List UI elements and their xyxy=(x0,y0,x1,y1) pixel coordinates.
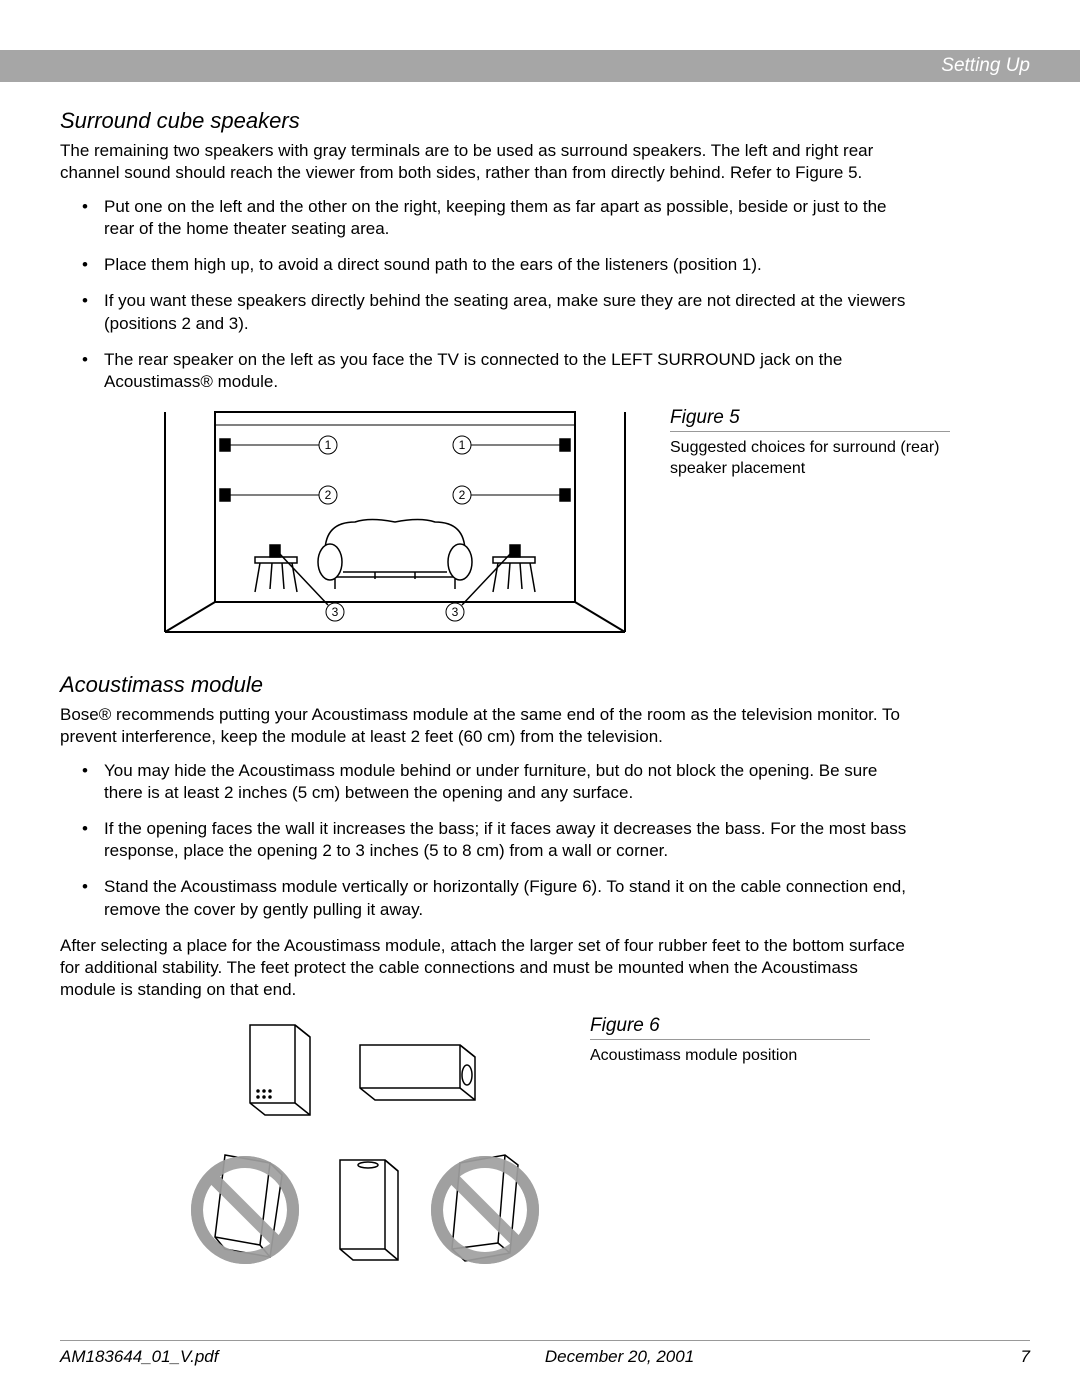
figure5-row: 1 1 2 2 3 3 xyxy=(60,407,1020,642)
section2-intro: Bose® recommends putting your Acoustimas… xyxy=(60,704,910,748)
bullet-item: If you want these speakers directly behi… xyxy=(82,290,912,334)
pos-label: 2 xyxy=(459,488,466,502)
pos-label: 3 xyxy=(332,605,339,619)
figure6-diagram xyxy=(190,1015,550,1280)
figure6-row: Figure 6 Acoustimass module position xyxy=(60,1015,1020,1280)
section2-title: Acoustimass module xyxy=(60,672,1020,698)
footer-file: AM183644_01_V.pdf xyxy=(60,1347,218,1367)
section1-bullets: Put one on the left and the other on the… xyxy=(82,196,912,393)
bullet-item: Stand the Acoustimass module vertically … xyxy=(82,876,912,920)
section2-outro: After selecting a place for the Acoustim… xyxy=(60,935,910,1001)
figure6-label: Figure 6 xyxy=(590,1015,870,1040)
footer-page: 7 xyxy=(1021,1347,1030,1367)
bullet-item: Put one on the left and the other on the… xyxy=(82,196,912,240)
pos-label: 2 xyxy=(325,488,332,502)
section1-title: Surround cube speakers xyxy=(60,108,1020,134)
footer-date: December 20, 2001 xyxy=(545,1347,694,1367)
bullet-item: Place them high up, to avoid a direct so… xyxy=(82,254,912,276)
figure6-desc: Acoustimass module position xyxy=(590,1046,870,1067)
header-bar: Setting Up xyxy=(0,50,1080,82)
pos-label: 1 xyxy=(459,438,466,452)
pos-label: 1 xyxy=(325,438,332,452)
pos-label: 3 xyxy=(452,605,459,619)
page-footer: AM183644_01_V.pdf December 20, 2001 7 xyxy=(60,1340,1030,1367)
figure5-caption: Figure 5 Suggested choices for surround … xyxy=(670,407,950,480)
figure5-desc: Suggested choices for surround (rear) sp… xyxy=(670,438,950,480)
figure6-caption: Figure 6 Acoustimass module position xyxy=(590,1015,870,1067)
page-content: Surround cube speakers The remaining two… xyxy=(60,108,1020,1280)
bullet-item: You may hide the Acoustimass module behi… xyxy=(82,760,912,804)
section2-bullets: You may hide the Acoustimass module behi… xyxy=(82,760,912,921)
figure5-label: Figure 5 xyxy=(670,407,950,432)
figure5-diagram: 1 1 2 2 3 3 xyxy=(160,407,630,642)
header-section-label: Setting Up xyxy=(941,55,1030,77)
section1-intro: The remaining two speakers with gray ter… xyxy=(60,140,910,184)
bullet-item: If the opening faces the wall it increas… xyxy=(82,818,912,862)
bullet-item: The rear speaker on the left as you face… xyxy=(82,349,912,393)
